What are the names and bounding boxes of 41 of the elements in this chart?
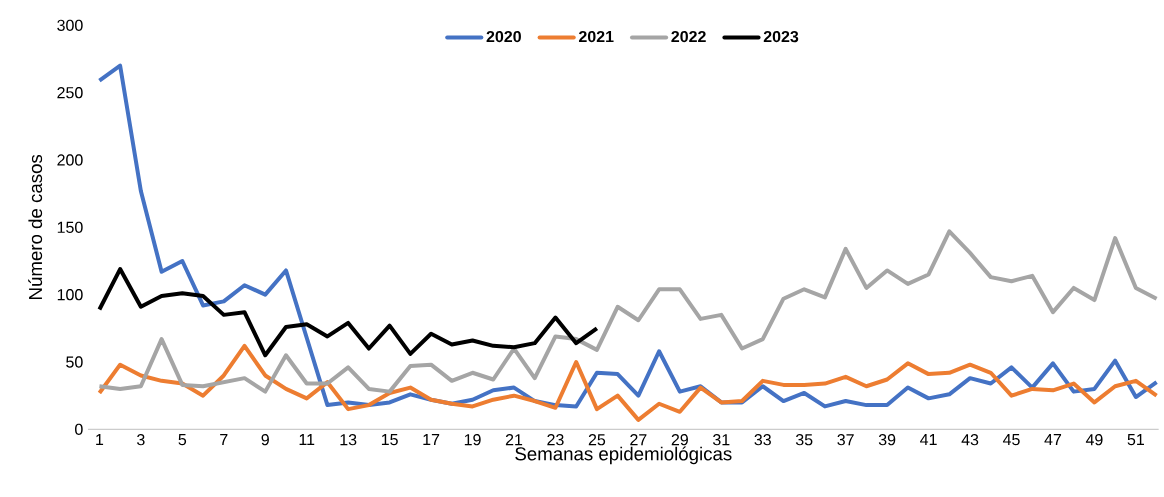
- x-tick-label: 37: [837, 433, 854, 446]
- y-axis-title: Número de casos: [28, 154, 43, 299]
- x-tick-label: 19: [464, 433, 481, 446]
- x-tick-label: 13: [340, 433, 357, 446]
- x-tick-label: 23: [547, 433, 564, 446]
- x-tick-label: 51: [1127, 433, 1144, 446]
- x-tick-label: 49: [1085, 433, 1103, 446]
- x-tick-label: 5: [178, 433, 187, 446]
- y-tick-label: 50: [66, 356, 83, 368]
- y-tick-label: 0: [75, 423, 83, 435]
- x-tick-label: 3: [137, 433, 145, 446]
- line-series: [97, 343, 1159, 422]
- x-tick-label: 35: [795, 433, 813, 446]
- x-tick-label: 11: [299, 433, 315, 445]
- legend-label: 2021: [578, 30, 614, 43]
- line-series: [97, 266, 599, 358]
- x-tick-label: 29: [671, 433, 688, 446]
- x-tick-label: 43: [961, 433, 979, 446]
- x-tick-label: 1: [96, 433, 104, 445]
- x-tick-label: 15: [381, 433, 398, 446]
- x-tick-label: 27: [630, 433, 647, 446]
- x-tick-label: 21: [505, 433, 523, 446]
- legend-label: 2023: [763, 30, 799, 43]
- x-axis-title: Semanas epidemiológicas: [515, 446, 732, 464]
- y-tick-label: 100: [57, 288, 83, 301]
- x-tick-label: 25: [588, 433, 606, 446]
- x-tick-label: 47: [1044, 433, 1062, 445]
- legend-label: 2022: [671, 30, 706, 43]
- x-tick-label: 41: [920, 433, 937, 445]
- x-tick-label: 33: [754, 433, 771, 446]
- x-tick-label: 39: [878, 433, 896, 446]
- x-tick-label: 7: [220, 433, 228, 445]
- y-tick-label: 150: [57, 221, 83, 233]
- y-tick-label: 300: [57, 19, 83, 31]
- legend-label: 2020: [486, 30, 521, 43]
- y-tick-label: 200: [57, 154, 83, 166]
- x-tick-label: 17: [423, 433, 440, 445]
- x-tick-label: 9: [261, 433, 269, 446]
- x-tick-label: 45: [1002, 433, 1020, 446]
- x-tick-label: 31: [712, 433, 730, 446]
- y-tick-label: 250: [57, 86, 83, 99]
